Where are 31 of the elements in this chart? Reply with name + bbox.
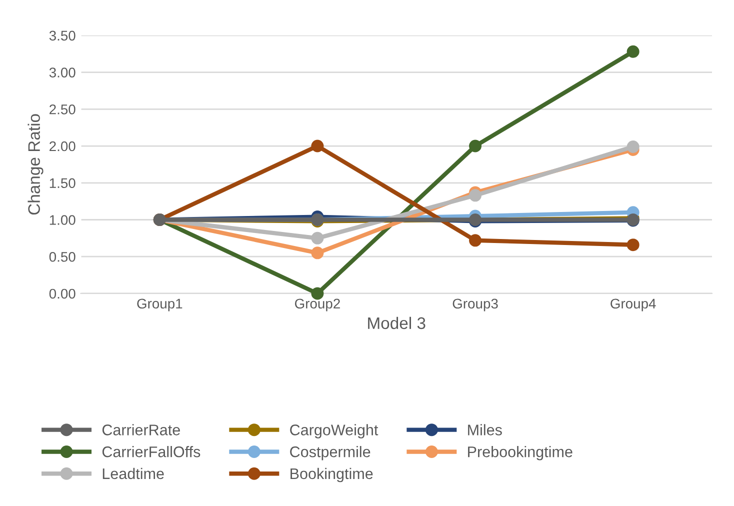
y-axis-title: Change Ratio <box>28 114 44 215</box>
x-tick-label: Group4 <box>610 298 656 312</box>
legend-label: CarrierRate <box>102 424 180 436</box>
legend-label: CargoWeight <box>290 424 378 438</box>
y-tick-label: 3.50 <box>49 30 76 41</box>
legend-label: CarrierFallOffs <box>102 446 200 458</box>
y-tick-label: 3.00 <box>49 68 76 78</box>
y-tick-label: 2.50 <box>50 104 76 114</box>
y-tick-label: 1.50 <box>50 178 76 188</box>
y-tick-label: 0.00 <box>49 288 76 299</box>
legend-label: Leadtime <box>102 468 164 480</box>
x-tick-label: Group1 <box>137 298 182 312</box>
y-tick-label: 2.00 <box>50 141 76 152</box>
point <box>311 140 324 152</box>
point <box>311 246 324 260</box>
legend-label: Costpermile <box>290 446 370 460</box>
point <box>311 232 324 244</box>
legend-label: Bookingtime <box>290 468 373 482</box>
x-tick-label: Group2 <box>294 298 340 312</box>
point <box>626 238 640 252</box>
x-axis-title: Model 3 <box>368 316 426 330</box>
point <box>469 140 482 152</box>
legend-label: Prebookingtime <box>468 446 572 460</box>
point <box>469 189 482 202</box>
point <box>469 234 482 247</box>
x-tick-label: Group3 <box>452 298 498 312</box>
legend-label: Miles <box>468 424 502 436</box>
point <box>626 140 640 154</box>
y-tick-label: 0.50 <box>49 252 76 262</box>
y-tick-label: 1.00 <box>50 215 76 225</box>
point <box>626 45 640 58</box>
